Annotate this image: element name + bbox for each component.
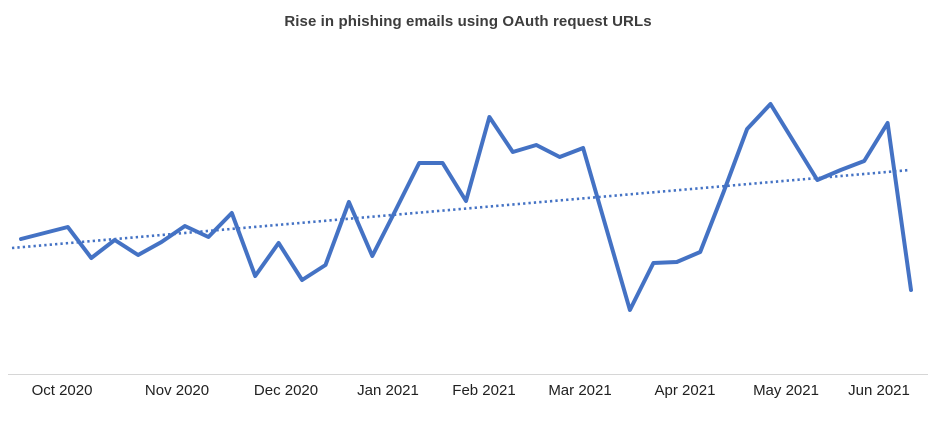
data-series-line <box>19 102 913 312</box>
trendline-dotted <box>11 168 911 250</box>
chart-title: Rise in phishing emails using OAuth requ… <box>284 13 652 30</box>
